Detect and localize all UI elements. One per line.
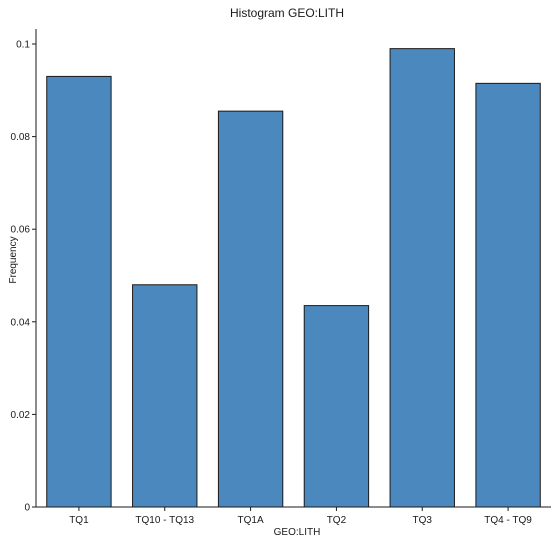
bars-layer (46, 48, 541, 508)
x-tick-label: TQ4 - TQ9 (484, 515, 532, 526)
axes-layer (35, 29, 551, 508)
x-axis-label: GEO:LITH (274, 527, 321, 538)
y-ticks-layer: 0 0.02 0.04 0.06 0.08 0.1 (11, 40, 36, 514)
bar-tq10-tq13 (132, 284, 198, 508)
chart-title: Histogram GEO:LITH (230, 6, 344, 20)
y-tick-label: 0.08 (11, 132, 31, 143)
y-tick-label: 0.02 (11, 410, 31, 421)
x-tick-label: TQ10 - TQ13 (135, 515, 194, 526)
bar-tq1a (217, 110, 284, 508)
y-tick-label: 0.04 (11, 317, 31, 328)
x-tick-label: TQ1 (69, 515, 89, 526)
bar-tq4-tq9 (475, 82, 541, 508)
x-ticks-layer: TQ1 TQ10 - TQ13 TQ1A TQ2 TQ3 TQ4 - TQ9 (69, 507, 532, 526)
x-tick-label: TQ1A (238, 515, 264, 526)
bar-tq2 (303, 305, 370, 508)
bar-tq3 (389, 48, 455, 508)
y-axis-label: Frequency (8, 236, 19, 283)
x-tick-label: TQ2 (327, 515, 347, 526)
y-tick-label: 0.1 (16, 40, 30, 51)
y-tick-label: 0 (24, 503, 30, 514)
x-tick-label: TQ3 (413, 515, 433, 526)
y-tick-label: 0.06 (11, 225, 31, 236)
bar-tq1 (46, 75, 112, 508)
